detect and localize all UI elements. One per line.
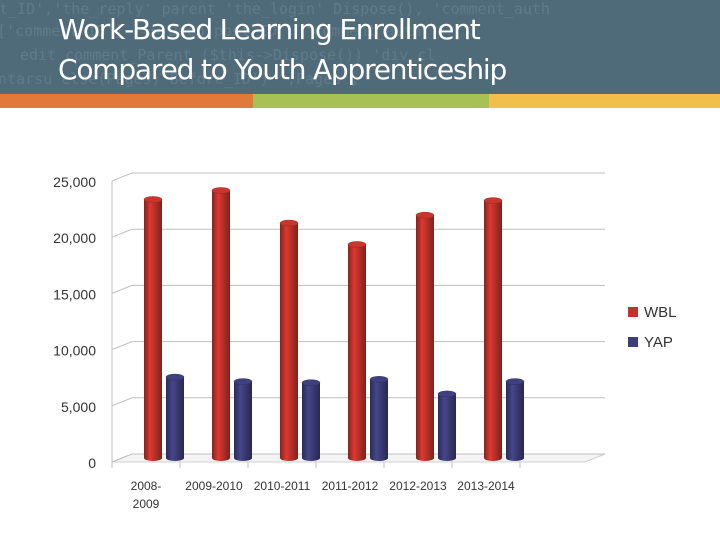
orange-accent-stripe <box>0 94 253 108</box>
slide-title: Work-Based Learning Enrollment Compared … <box>58 10 507 90</box>
wbl-bar <box>280 223 298 461</box>
yap-bar <box>438 393 456 461</box>
yap-bar <box>166 377 184 461</box>
svg-text:Re ['comment_ID'] !== Deep po: Re ['comment_ID'] !== Deep post_ID', 'co… <box>0 22 422 40</box>
y-tick-label: 15,000 <box>53 286 96 302</box>
wbl-bar-top <box>211 187 231 194</box>
yap-bar-top <box>165 373 185 381</box>
legend-yap-label: YAP <box>644 334 673 351</box>
x-tick-label: 2008-2009 <box>131 479 162 511</box>
yap-bar-top <box>233 378 253 385</box>
wbl-bar-top <box>279 219 299 227</box>
yellow-accent-stripe <box>489 94 720 108</box>
legend-yap-swatch <box>628 337 638 347</box>
legend-wbl-label: WBL <box>644 304 677 321</box>
legend-wbl-swatch <box>628 307 638 317</box>
wbl-bar <box>348 244 366 461</box>
svg-text:nt_ID','the_reply' parent 'the: nt_ID','the_reply' parent 'the_login' Di… <box>0 0 550 18</box>
title-line-2: Compared to Youth Apprenticeship <box>58 53 507 86</box>
yap-bar <box>302 382 320 461</box>
x-tick-label: 2012-2013 <box>389 479 447 493</box>
y-tick-label: 5,000 <box>61 399 96 415</box>
code-background-texture: nt_ID','the_reply' parent 'the_login' Di… <box>0 0 550 88</box>
svg-text:edit comment_Parent ($this->D: edit comment_Parent ($this->Dispose()) '… <box>20 46 435 64</box>
yap-bar-top <box>437 390 457 398</box>
yap-bar-top <box>505 378 525 385</box>
yap-bar-top <box>301 379 321 386</box>
y-tick-label: 10,000 <box>53 343 96 359</box>
x-tick-label: 2009-2010 <box>185 479 243 493</box>
wbl-bar <box>416 215 434 461</box>
x-tick-label: 2011-2012 <box>322 479 379 493</box>
wbl-bar-top <box>483 197 503 204</box>
yap-bar <box>506 381 524 461</box>
wbl-bar <box>484 200 502 461</box>
yap-bar <box>234 381 252 461</box>
green-accent-stripe <box>253 94 489 108</box>
enrollment-bar-chart: 0 5,000 10,000 15,000 20,000 25,000 2008-2009 2… <box>53 172 677 511</box>
gridline <box>111 172 605 182</box>
wbl-bar-top <box>415 211 435 219</box>
wbl-bar <box>144 199 162 461</box>
svg-text:mentarsu else(Pages) Before: mentarsu else(Pages) Before_ID') ';Pages… <box>0 70 359 88</box>
header-banner: nt_ID','the_reply' parent 'the_login' Di… <box>0 0 720 94</box>
y-tick-label: 25,000 <box>53 174 96 190</box>
yap-bar-top <box>369 376 389 383</box>
gridline <box>111 284 605 294</box>
title-line-1: Work-Based Learning Enrollment <box>58 13 481 46</box>
y-tick-label: 0 <box>88 455 96 471</box>
wbl-bar-top <box>347 241 367 248</box>
gridline <box>111 228 605 238</box>
y-tick-label: 20,000 <box>53 230 96 246</box>
gridline <box>111 341 605 351</box>
wbl-bar <box>212 190 230 461</box>
x-tick-label: 2013-2014 <box>457 479 515 493</box>
x-tick-label: 2010-2011 <box>254 479 311 493</box>
yap-bar <box>370 379 388 461</box>
wbl-bar-top <box>143 196 163 203</box>
